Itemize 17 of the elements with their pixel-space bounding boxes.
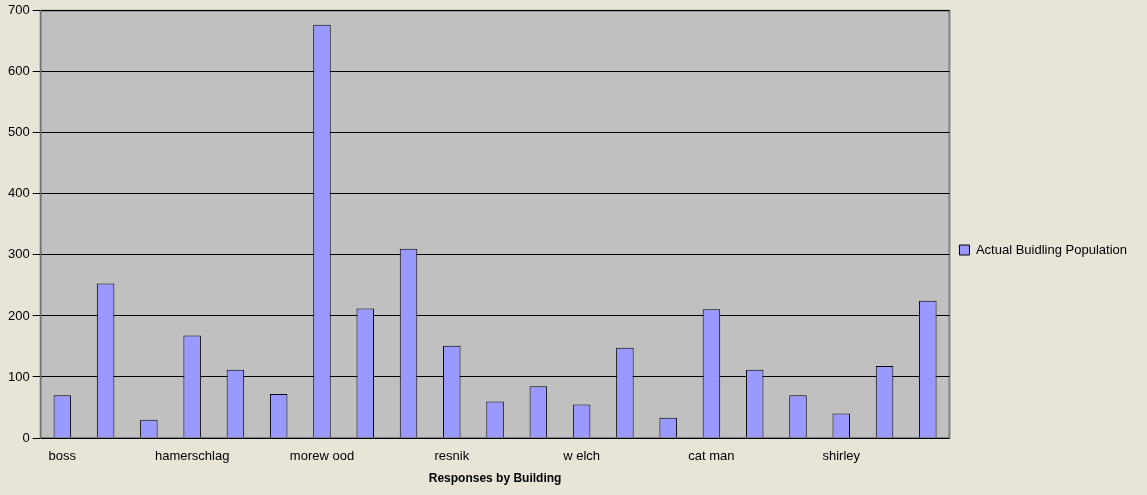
x-tick-label: w elch: [562, 448, 601, 464]
y-tick-label: 200: [7, 307, 30, 323]
x-tick-label: shirley: [822, 448, 861, 464]
y-tick-label: 600: [7, 63, 30, 79]
y-tick-label: 300: [7, 246, 30, 262]
x-tick-label: boss: [48, 448, 77, 464]
x-tick-label: cat man: [688, 448, 735, 464]
y-tick-label: 700: [7, 2, 30, 18]
x-tick-label: resnik: [434, 448, 470, 464]
x-tick-label: hamerschlag: [154, 448, 230, 464]
x-tick-label: morew ood: [289, 448, 355, 464]
x-axis-title: Responses by Building: [428, 471, 562, 486]
y-tick-label: 500: [7, 124, 30, 140]
y-tick-label: 0: [22, 429, 30, 445]
legend-label: Actual Buidling Population: [975, 241, 1128, 257]
y-tick-label: 100: [7, 368, 30, 384]
y-tick-label: 400: [7, 185, 30, 201]
